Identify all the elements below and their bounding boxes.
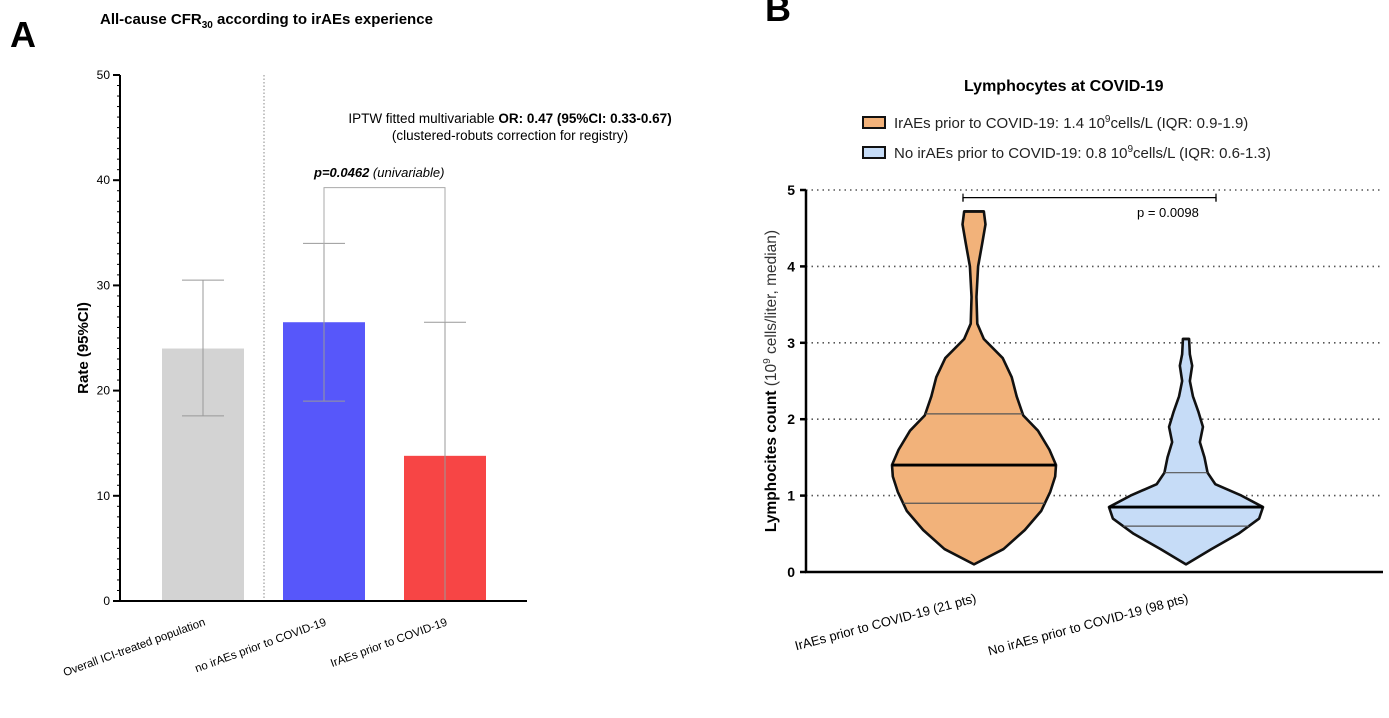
y-axis-label: Lymphocites count (109 cells/liter, medi… <box>762 230 780 532</box>
panel-b-title: Lymphocytes at COVID-19 <box>964 78 1164 95</box>
legend-item-irae: IrAEs prior to COVID-19: 1.4 109cells/L … <box>862 114 1248 132</box>
legend-label-no-irae-pre: No irAEs prior to COVID-19: 0.8 10 <box>894 145 1128 162</box>
legend-label-irae-pre: IrAEs prior to COVID-19: 1.4 10 <box>894 115 1105 132</box>
x-category-label: IrAEs prior to COVID-19 <box>329 617 449 670</box>
y-tick-label: 1 <box>787 488 795 504</box>
y-tick-label: 5 <box>787 182 795 198</box>
odds-ratio-note: (clustered-robuts correction for registr… <box>391 128 629 143</box>
legend-item-no-irae: No irAEs prior to COVID-19: 0.8 109cells… <box>862 144 1271 162</box>
panel-a-title: All-cause CFR30 according to irAEs exper… <box>100 11 433 31</box>
legend-label-no-irae-post: cells/L (IQR: 0.6-1.3) <box>1133 145 1271 162</box>
violin-body <box>1107 337 1265 566</box>
panel-a-title-main: All-cause CFR <box>100 11 202 28</box>
legend-swatch-no-irae <box>862 145 886 159</box>
x-category-label: no irAEs prior to COVID-19 <box>194 617 328 676</box>
y-tick-label: 0 <box>103 594 110 608</box>
y-axis-label-unit: (10 <box>763 363 780 390</box>
y-axis-label-unit-rest: cells/liter, median) <box>763 230 780 358</box>
panel-a-title-rest: according to irAEs experience <box>212 11 433 28</box>
panel-a-p-value: p=0.0462 (univariable) <box>314 165 444 180</box>
p-value-bracket <box>962 197 1217 202</box>
x-category-label: IrAEs prior to COVID-19 (21 pts) <box>793 590 978 653</box>
y-axis-label-main: Lymphocites count <box>763 391 780 533</box>
panel-a-title-subscript: 30 <box>201 20 213 31</box>
y-tick-label: 0 <box>787 564 795 580</box>
violin-chart: 0 1 2 3 4 5 Lymphocites count (109 cells/liter… <box>762 182 1383 658</box>
y-tick-label: 4 <box>787 258 795 274</box>
y-tick-label: 20 <box>97 384 111 398</box>
legend-label-irae-post: cells/L (IQR: 0.9-1.9) <box>1110 115 1249 132</box>
odds-ratio-annotation: IPTW fitted multivariable OR: 0.47 (95%C… <box>320 110 700 144</box>
y-tick-label: 40 <box>97 173 111 187</box>
y-tick-label: 30 <box>97 278 111 292</box>
significance-bracket <box>323 187 446 323</box>
violin-body <box>890 210 1058 566</box>
panel-b-p-value: p = 0.0098 <box>1137 205 1199 220</box>
y-tick-label: 2 <box>787 411 795 427</box>
legend-swatch-irae <box>862 115 886 129</box>
y-tick-label: 3 <box>787 335 795 351</box>
x-category-label: No irAEs prior to COVID-19 (98 pts) <box>986 590 1189 658</box>
legend-label-irae-sup: 9 <box>1104 114 1111 125</box>
y-tick-label: 50 <box>97 68 111 82</box>
legend-label-no-irae-sup: 9 <box>1127 144 1133 155</box>
y-axis-label-sup: 9 <box>762 358 773 364</box>
panel-a-letter: A <box>10 14 36 55</box>
panel-a-p-value-note: (univariable) <box>369 165 445 180</box>
bar-chart: 0 10 20 30 40 50 Rate (95%CI) Overall ICI-treat… <box>62 68 527 679</box>
odds-ratio-prefix: IPTW fitted multivariable <box>348 111 499 126</box>
y-tick-label: 10 <box>97 489 111 503</box>
y-axis-label: Rate (95%CI) <box>75 302 92 394</box>
panel-b-letter: B <box>765 0 791 29</box>
x-category-label: Overall ICI-treated population <box>62 617 207 680</box>
panel-a-p-value-number: p=0.0462 <box>314 165 370 180</box>
odds-ratio-value: OR: 0.47 (95%CI: 0.33-0.67) <box>498 111 672 126</box>
